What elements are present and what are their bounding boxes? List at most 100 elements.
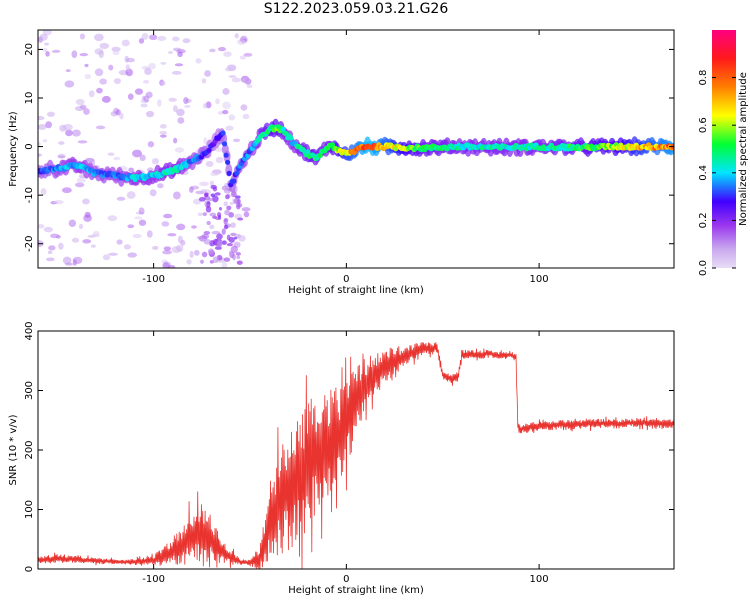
heatmap-noise-cell <box>234 195 241 199</box>
heatmap-noise-cell <box>71 237 80 243</box>
heatmap-noise-cell <box>176 223 186 231</box>
heatmap-noise-cell <box>172 105 178 113</box>
heatmap-noise-cell <box>230 191 237 198</box>
x-tick-label: 100 <box>530 574 549 585</box>
heatmap-noise-cell <box>50 233 59 239</box>
heatmap-noise-cell <box>243 211 250 218</box>
heatmap-noise-cell <box>217 47 227 52</box>
heatmap-noise-cell <box>223 201 228 207</box>
heatmap-noise-cell <box>162 250 172 255</box>
heatmap-noise-cell <box>207 248 215 255</box>
heatmap-noise-cell <box>101 95 111 103</box>
heatmap-noise-cell <box>76 177 86 183</box>
heatmap-ridge-cell <box>221 141 228 147</box>
heatmap-noise-cell <box>123 244 131 250</box>
x-tick-label: 0 <box>343 274 349 285</box>
heatmap-noise-cell <box>203 230 211 235</box>
heatmap-noise-cell <box>234 33 239 39</box>
heatmap-noise-cell <box>191 225 197 229</box>
heatmap-noise-cell <box>172 191 181 200</box>
heatmap-ridge-cell <box>317 152 323 159</box>
heatmap-noise-cell <box>92 230 100 237</box>
heatmap-noise-cell <box>38 115 45 121</box>
heatmap-noise-cell <box>47 250 53 255</box>
colorbar-label: Normalized spectral amplitude <box>738 72 749 226</box>
heatmap-noise-cell <box>200 189 207 195</box>
heatmap-noise-cell <box>228 74 237 79</box>
heatmap-noise-cell <box>212 195 219 203</box>
heatmap-noise-cell <box>159 124 167 129</box>
heatmap-noise-cell <box>84 73 91 80</box>
heatmap-noise-cell <box>217 238 221 245</box>
heatmap-noise-cell <box>210 184 217 190</box>
heatmap-noise-cell <box>162 262 170 268</box>
heatmap-noise-cell <box>116 239 123 245</box>
heatmap-noise-cell <box>58 141 65 145</box>
heatmap-noise-cell <box>107 215 118 222</box>
heatmap-noise-cell <box>40 188 47 196</box>
heatmap-noise-cell <box>203 137 208 145</box>
heatmap-noise-cell <box>138 38 145 44</box>
heatmap-noise-cell <box>188 186 194 193</box>
heatmap-noise-cell <box>225 194 230 200</box>
heatmap-noise-cell <box>176 108 185 117</box>
heatmap-noise-cell <box>217 111 224 115</box>
heatmap-noise-cell <box>157 99 162 107</box>
heatmap-noise-cell <box>88 90 95 98</box>
heatmap-noise-cell <box>209 180 214 187</box>
heatmap-noise-cell <box>202 103 208 109</box>
heatmap-noise-cell <box>205 205 212 213</box>
heatmap-noise-cell <box>149 189 157 197</box>
heatmap-noise-cell <box>196 236 205 240</box>
heatmap-noise-cell <box>214 192 221 196</box>
heatmap-noise-cell <box>221 240 227 245</box>
heatmap-noise-cell <box>112 50 120 56</box>
heatmap-noise-cell <box>237 39 246 45</box>
heatmap-noise-cell <box>94 48 104 55</box>
heatmap-noise-cell <box>197 212 203 217</box>
heatmap-noise-cell <box>127 252 138 258</box>
heatmap-noise-cell <box>216 233 223 240</box>
heatmap-noise-cell <box>139 154 146 162</box>
top-y-axis-label: Frequency (Hz) <box>8 111 19 187</box>
heatmap-noise-cell <box>82 239 92 244</box>
heatmap-noise-cell <box>113 78 122 84</box>
heatmap-noise-cell <box>61 187 72 194</box>
x-tick-label: -100 <box>142 274 165 285</box>
heatmap-noise-cell <box>82 198 90 205</box>
heatmap-noise-cell <box>42 139 48 143</box>
heatmap-noise-cell <box>94 33 104 42</box>
bottom-plot-frame <box>37 330 675 570</box>
heatmap-noise-cell <box>132 233 142 239</box>
heatmap-noise-cell <box>138 207 145 215</box>
heatmap-noise-cell <box>99 78 107 85</box>
heatmap-noise-cell <box>119 112 124 120</box>
heatmap-noise-cell <box>159 130 168 135</box>
heatmap-noise-cell <box>84 211 91 218</box>
heatmap-noise-cell <box>229 201 235 205</box>
y-tick-label: 100 <box>24 500 35 519</box>
heatmap-noise-cell <box>65 129 73 137</box>
heatmap-noise-cell <box>53 200 64 205</box>
colorbar <box>712 30 736 268</box>
heatmap-noise-cell <box>127 93 134 101</box>
heatmap-noise-cell <box>233 236 238 240</box>
heatmap-noise-cell <box>226 205 232 211</box>
heatmap-noise-cell <box>228 114 236 121</box>
colorbar-tick-label: 0.2 <box>698 212 709 228</box>
heatmap-noise-cell <box>64 80 75 88</box>
heatmap-noise-cell <box>125 64 131 72</box>
heatmap-noise-cell <box>222 101 231 110</box>
heatmap-noise-cell <box>226 234 231 241</box>
heatmap-noise-cell <box>157 183 164 189</box>
heatmap-noise-cell <box>229 250 233 255</box>
heatmap-noise-cell <box>183 97 189 105</box>
heatmap-noise-cell <box>46 111 55 117</box>
heatmap-ridge-cell <box>288 135 294 141</box>
heatmap-noise-cell <box>121 39 130 47</box>
heatmap-noise-cell <box>74 182 85 188</box>
heatmap-noise-cell <box>223 224 229 230</box>
bottom-axes: -100 0 100 0 100 200 300 400 <box>24 321 674 585</box>
